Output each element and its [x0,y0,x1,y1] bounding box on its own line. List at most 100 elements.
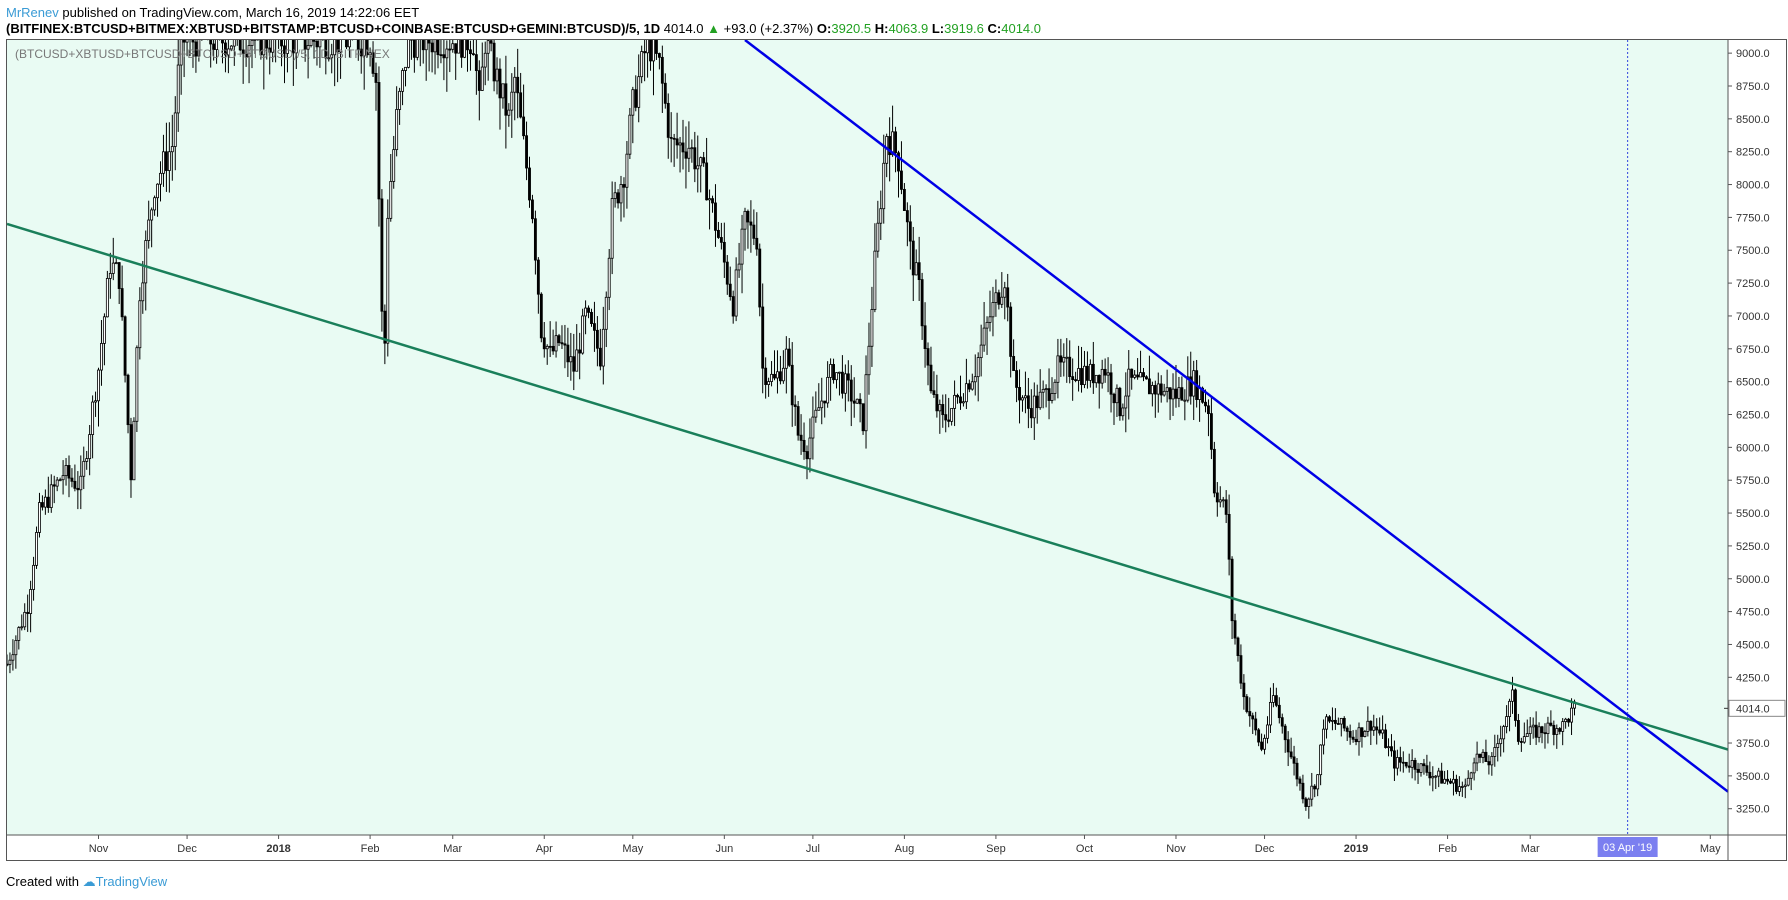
candle [560,325,564,350]
candle [354,0,356,34]
trendlines-group [7,40,1728,793]
candle [185,40,189,57]
time-axis[interactable]: Nov Dec 2018 Feb Mar Apr May Jun Jul Aug Sep Oct Nov… [7,834,1786,857]
candle [516,48,520,119]
candle [1304,796,1308,811]
candle [1133,370,1137,380]
open-value: 3920.5 [831,21,872,36]
candle [1130,368,1134,390]
candle [1369,720,1373,746]
candle [150,207,154,248]
candle [1366,706,1370,737]
candle [1490,752,1494,776]
candle [566,327,570,377]
candle [1502,724,1506,753]
x-tick-label: 2019 [1344,843,1368,855]
candle [412,40,416,73]
candle [879,190,883,240]
candle [229,45,233,52]
y-tick-label: 5000.0 [1736,574,1770,586]
close-value: 4014.0 [1001,21,1041,36]
support-trendline[interactable] [7,222,1728,751]
symbol-info: (BITFINEX:BTCUSD+BITMEX:XBTUSD+BITSTAMP:… [6,21,1041,36]
candle [693,131,697,183]
candle [1085,351,1089,389]
price-axis[interactable]: 3250.03500.03750.04000.04250.04500.04750… [1724,40,1786,860]
candle [1508,698,1511,732]
candle [1325,714,1328,739]
candle [861,403,865,435]
tradingview-brand[interactable]: TradingView [95,874,168,889]
candle [590,308,593,327]
candle [278,40,280,49]
candle [1283,723,1287,753]
candle [832,358,835,384]
candle [776,350,779,394]
candle [716,221,720,239]
candle [301,14,303,36]
candle [232,40,236,66]
candle [607,249,611,311]
candle [882,134,886,224]
candle [1469,771,1473,791]
candle [528,156,531,208]
candle [849,365,853,427]
candle [696,135,700,193]
candle [513,67,517,121]
candle [64,458,68,486]
candle [460,40,464,68]
candle [702,151,706,167]
candle [159,161,162,202]
candle [900,141,903,195]
candle [1425,754,1429,776]
candle [294,40,298,70]
y-tick-label: 8250.0 [1736,147,1770,159]
candle [1215,482,1219,517]
candle [315,40,319,66]
candle [510,73,514,138]
resistance-trendline[interactable] [744,40,1728,793]
candle [811,396,815,460]
candle [613,181,617,208]
x-tick-label: May [622,843,643,855]
candle [20,614,24,631]
candle [711,195,714,213]
candle [1183,389,1187,421]
candle [362,40,366,90]
candle [1481,749,1485,764]
plot-area[interactable] [7,40,1728,835]
candle [1310,772,1314,807]
candle [108,252,112,299]
candle [433,40,437,75]
candle [1416,762,1420,784]
candle [439,40,443,64]
candle [684,126,688,189]
candle [1313,784,1317,798]
candle [247,40,251,84]
candle [333,40,337,87]
tradingview-logo-icon[interactable]: ☁ [82,874,96,889]
author-link[interactable]: MrRenev [6,5,59,20]
candle [1207,399,1210,437]
x-tick-label: Oct [1076,843,1093,855]
candle [345,40,348,50]
candle [840,355,844,399]
candle [781,350,785,384]
candle [1381,715,1385,739]
candle [404,66,407,87]
y-tick-label: 7750.0 [1736,212,1770,224]
candle [1159,375,1163,403]
candle [226,40,230,74]
candle [979,324,983,377]
candle [489,40,493,52]
candle [129,417,133,498]
candle [415,40,419,61]
candle [1021,395,1024,412]
candle [275,40,277,63]
candle [1142,367,1145,382]
candle [466,40,469,72]
candle [569,332,573,381]
candle [1269,687,1272,734]
candle [610,181,614,275]
